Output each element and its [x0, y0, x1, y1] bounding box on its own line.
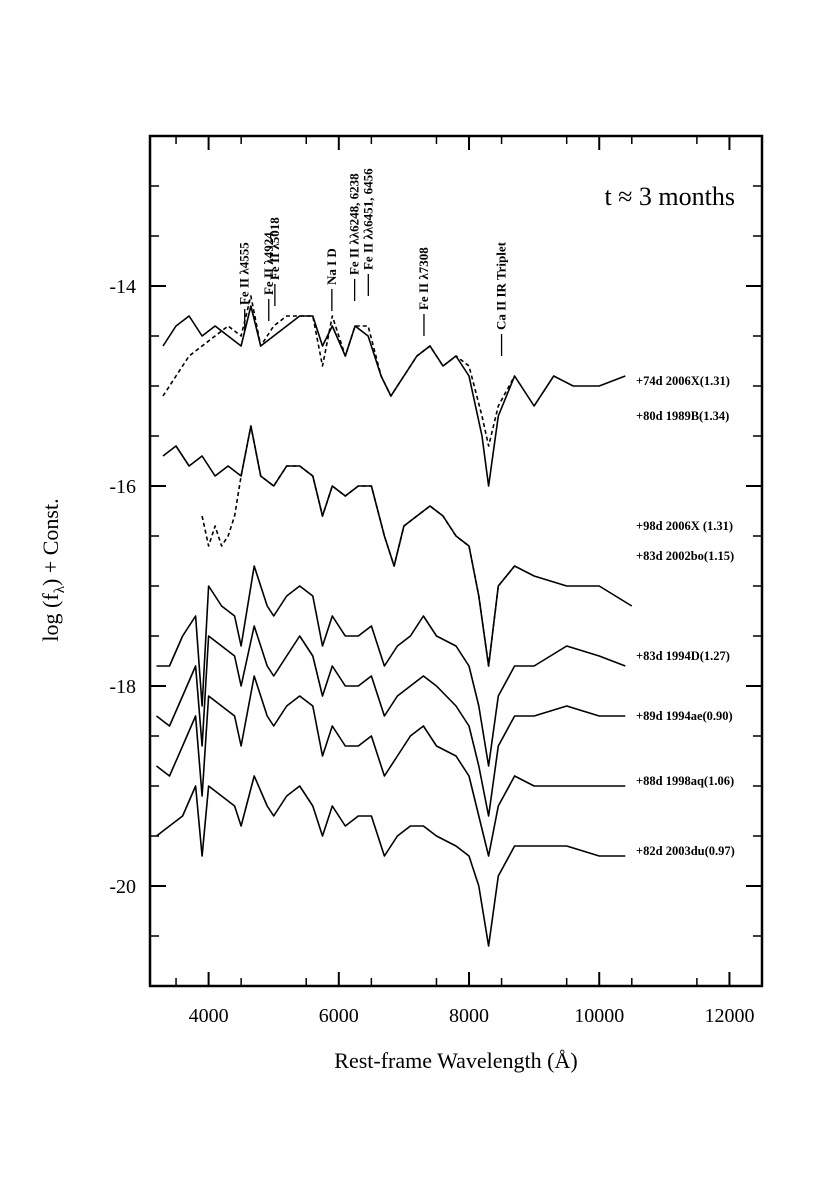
spectrum-line-6	[156, 625, 626, 817]
plot-frame	[148, 134, 764, 988]
spectrum-line-3	[162, 425, 633, 667]
x-tick-label: 4000	[189, 1005, 229, 1027]
y-tick-label: -20	[109, 876, 136, 898]
series-labels: +74d 2006X(1.31) +80d 1989B(1.34) +98d 200…	[636, 374, 735, 858]
x-axis-label: Rest-frame Wavelength (Å)	[334, 1048, 577, 1073]
series-layer	[156, 295, 633, 947]
series-label: +83d 1994D(1.27)	[636, 649, 730, 663]
line-id-label: Fe II λλ6451, 6456	[360, 168, 375, 270]
line-id-label: Ca II IR Triplet	[494, 241, 509, 330]
x-tick-label: 12000	[704, 1005, 754, 1027]
y-axis-label: log (fλ) + Const.	[38, 498, 68, 641]
x-tick-label: 10000	[574, 1005, 624, 1027]
series-label: +98d 2006X (1.31)	[636, 519, 733, 533]
line-id-label: Fe II λ5018	[267, 217, 282, 280]
spectrum-line-7	[156, 675, 626, 857]
line-id-label: Fe II λ7308	[416, 247, 431, 310]
y-axis-label-suffix: ) + Const.	[38, 498, 63, 586]
series-label: +89d 1994ae(0.90)	[636, 709, 733, 723]
time-annotation: t ≈ 3 months	[604, 182, 735, 211]
y-axis-label-sub: λ	[52, 585, 68, 593]
y-tick-label: -16	[109, 476, 136, 498]
spectrum-line-8	[156, 775, 626, 947]
axis-ticks: 4000 6000 8000 10000 12000 -14 -16 -18 -20	[109, 135, 762, 1027]
spectrum-line-5	[156, 565, 626, 767]
series-label: +83d 2002bo(1.15)	[636, 549, 734, 563]
line-id-label: Fe II λ4555	[237, 242, 252, 305]
series-label: +88d 1998aq(1.06)	[636, 774, 734, 788]
series-label: +82d 2003du(0.97)	[636, 844, 735, 858]
line-id-label: Fe II λλ6248, 6238	[347, 173, 362, 275]
y-tick-label: -14	[109, 276, 136, 298]
x-tick-label: 6000	[319, 1005, 359, 1027]
line-id-label: Fe II λ4924	[261, 232, 276, 295]
spectrum-line-1	[162, 305, 626, 487]
spectrum-line-2	[162, 295, 516, 447]
x-tick-label: 8000	[449, 1005, 489, 1027]
y-axis-label-main: log (f	[38, 593, 63, 642]
series-label: +80d 1989B(1.34)	[636, 409, 729, 423]
y-tick-label: -18	[109, 676, 136, 698]
series-label: +74d 2006X(1.31)	[636, 374, 730, 388]
line-id-label: Na I D	[324, 248, 339, 285]
